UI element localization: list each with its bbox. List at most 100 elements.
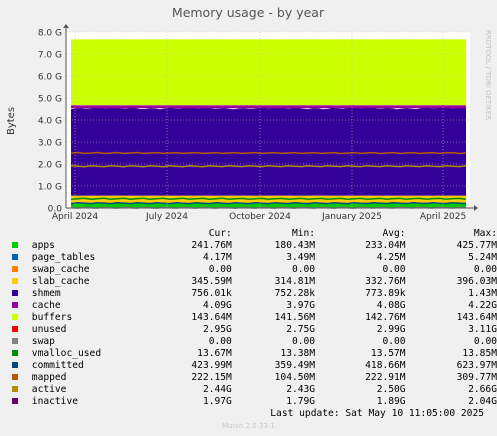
legend-avg: 1.89G — [376, 396, 406, 407]
legend-avg: 773.89k — [365, 288, 406, 299]
legend-swatch — [12, 242, 18, 248]
legend-swatch — [12, 338, 18, 344]
legend-cur: 4.17M — [202, 252, 232, 263]
legend-swatch — [12, 302, 18, 308]
legend-series-name: swap — [31, 336, 55, 347]
legend-row-swap: swap 0.00 0.00 0.00 0.00 — [12, 336, 497, 348]
legend-max: 0.00 — [473, 264, 497, 275]
legend-swatch — [12, 326, 18, 332]
legend-min: 359.49M — [274, 360, 316, 371]
legend-swatch — [12, 374, 18, 380]
legend-min: 2.43G — [286, 384, 316, 395]
legend-avg: 0.00 — [382, 264, 406, 275]
legend-min: 3.97G — [286, 300, 316, 311]
legend-min: 13.38M — [280, 348, 316, 359]
legend-swatch — [12, 398, 18, 404]
legend-series-name: shmem — [31, 288, 61, 299]
legend-row-apps: apps 241.76M 180.43M 233.04M 425.77M — [12, 240, 497, 252]
legend-series-name: apps — [31, 240, 55, 251]
legend-max: 5.24M — [468, 252, 497, 263]
legend-cur: 0.00 — [208, 264, 232, 275]
y-tick-label: 6.0 G — [38, 73, 62, 83]
legend-avg: 0.00 — [382, 336, 406, 347]
legend-swatch — [12, 266, 18, 272]
legend-max: 0.00 — [473, 336, 497, 347]
x-axis-arrow — [474, 205, 478, 211]
legend-swatch — [12, 314, 18, 320]
legend-cur: 4.09G — [202, 300, 232, 311]
legend-row-committed: committed 423.99M 359.49M 418.66M 623.97M — [12, 360, 497, 372]
legend-min: 141.56M — [274, 312, 316, 323]
legend-cur: 222.15M — [191, 372, 232, 383]
legend-cur: 13.67M — [197, 348, 232, 359]
area-buffers — [71, 105, 466, 109]
legend-avg: 2.50G — [376, 384, 406, 395]
legend-max: 143.64M — [456, 312, 497, 323]
legend-series-name: unused — [31, 324, 67, 335]
legend-avg: 142.76M — [365, 312, 406, 323]
legend-max: 309.77M — [456, 372, 497, 383]
x-tick-label: October 2024 — [229, 212, 291, 222]
legend-min: 3.49M — [286, 252, 316, 263]
legend-row-inactive: inactive 1.97G 1.79G 1.89G 2.04G — [12, 396, 497, 408]
legend-row-swap-cache: swap_cache 0.00 0.00 0.00 0.00 — [12, 264, 497, 276]
area-unused — [71, 39, 466, 106]
legend-max: 623.97M — [456, 360, 497, 371]
legend-cur: 423.99M — [191, 360, 232, 371]
legend-avg: 418.66M — [365, 360, 406, 371]
legend-swatch — [12, 254, 18, 260]
legend-avg: 13.57M — [370, 348, 406, 359]
y-axis-label: Bytes — [6, 107, 17, 135]
line-committed — [70, 197, 467, 200]
x-tick-label: April 2024 — [52, 212, 99, 222]
legend-min: 180.43M — [274, 240, 316, 251]
munin-version: Munin 2.0.33-1 — [222, 422, 275, 430]
legend-max: 3.11G — [468, 324, 497, 335]
legend-avg: 4.08G — [376, 300, 406, 311]
legend-row-shmem: shmem 756.01k 752.28k 773.89k 1.43M — [12, 288, 497, 300]
legend-row-cache: cache 4.09G 3.97G 4.08G 4.22G — [12, 300, 497, 312]
legend-min: 0.00 — [291, 264, 316, 275]
legend-cur: 1.97G — [202, 396, 232, 407]
legend-max: 13.85M — [462, 348, 497, 359]
area-cache — [71, 107, 466, 196]
x-tick-label: January 2025 — [321, 212, 382, 222]
legend-max: 425.77M — [456, 240, 497, 251]
y-tick-label: 4.0 G — [38, 117, 62, 127]
legend-row-active: active 2.44G 2.43G 2.50G 2.66G — [12, 384, 497, 396]
legend-max: 4.22G — [468, 300, 497, 311]
legend-series-name: committed — [31, 360, 84, 371]
legend-cur: 0.00 — [208, 336, 232, 347]
legend-cur: 756.01k — [191, 288, 232, 299]
legend-swatch — [12, 350, 18, 356]
legend-cur: 2.44G — [202, 384, 232, 395]
legend-table: Cur: Min: Avg: Max: apps 241.76M 180.43M 23… — [12, 228, 497, 408]
legend-min: 752.28k — [274, 288, 316, 299]
legend-row-unused: unused 2.95G 2.75G 2.99G 3.11G — [12, 324, 497, 336]
legend-cur: 143.64M — [191, 312, 232, 323]
legend-avg: 4.25M — [376, 252, 406, 263]
legend-min: 1.79G — [286, 396, 316, 407]
x-tick-label: July 2024 — [145, 212, 188, 222]
header-max: Max: — [473, 228, 497, 239]
legend-row-page-tables: page_tables 4.17M 3.49M 4.25M 5.24M — [12, 252, 497, 264]
chart-title: Memory usage - by year — [172, 5, 325, 20]
legend-series-name: inactive — [31, 396, 79, 407]
side-watermark: RRDTOOL / TOBI OETIKER — [484, 30, 492, 120]
line-active — [70, 151, 467, 155]
last-update: Last update: Sat May 10 11:05:00 2025 — [270, 408, 484, 419]
legend-series-name: active — [31, 384, 67, 395]
y-tick-label: 7.0 G — [38, 51, 62, 61]
legend-header-row: Cur: Min: Avg: Max: — [12, 228, 497, 240]
legend-min: 314.81M — [274, 276, 316, 287]
y-tick-label: 8.0 G — [38, 29, 62, 39]
legend-avg: 222.91M — [365, 372, 406, 383]
y-tick-label: 5.0 G — [38, 95, 62, 105]
legend-swatch — [12, 362, 18, 368]
y-axis-arrow — [63, 24, 69, 28]
legend-max: 2.66G — [468, 384, 497, 395]
x-tick-label: April 2025 — [420, 212, 466, 222]
legend-row-vmalloc-used: vmalloc_used 13.67M 13.38M 13.57M 13.85M — [12, 348, 497, 360]
y-tick-label: 2.0 G — [38, 161, 62, 171]
header-min: Min: — [291, 228, 316, 239]
